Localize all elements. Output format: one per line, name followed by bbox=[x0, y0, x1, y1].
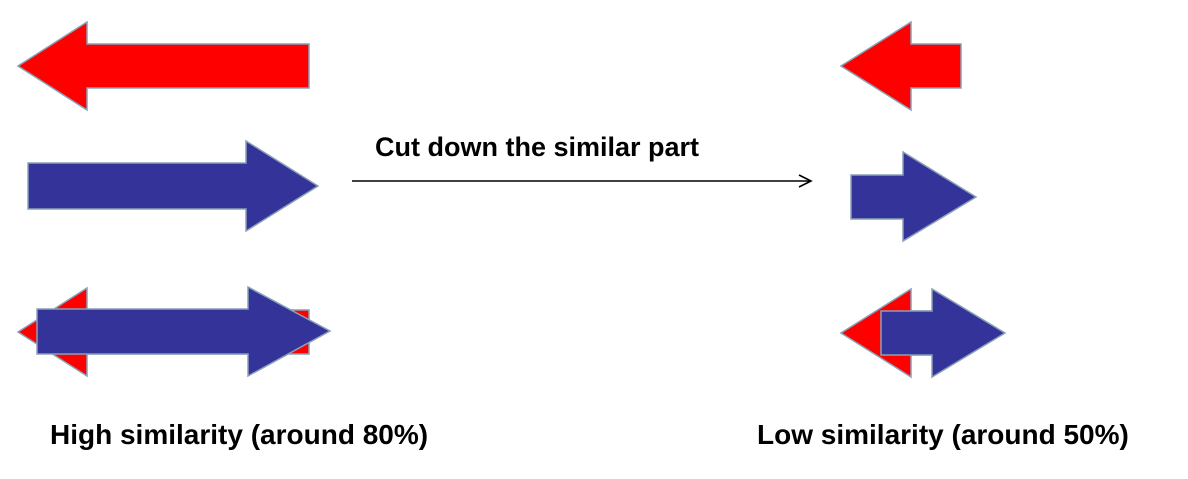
connector-arrowhead bbox=[798, 174, 813, 188]
process-label: Cut down the similar part bbox=[375, 132, 700, 162]
high-similarity-group bbox=[16, 20, 332, 378]
right-blue-arrow bbox=[850, 150, 978, 243]
right-overlay-blue-arrow bbox=[880, 287, 1007, 379]
right-red-arrow bbox=[839, 20, 962, 112]
low-similarity-caption: Low similarity (around 50%) bbox=[757, 419, 1129, 450]
process-connector bbox=[352, 174, 813, 188]
left-red-arrow bbox=[16, 20, 310, 112]
left-blue-arrow bbox=[27, 139, 320, 233]
left-overlay-blue-arrow bbox=[36, 285, 332, 378]
high-similarity-caption: High similarity (around 80%) bbox=[50, 419, 429, 450]
low-similarity-group bbox=[839, 20, 1007, 379]
